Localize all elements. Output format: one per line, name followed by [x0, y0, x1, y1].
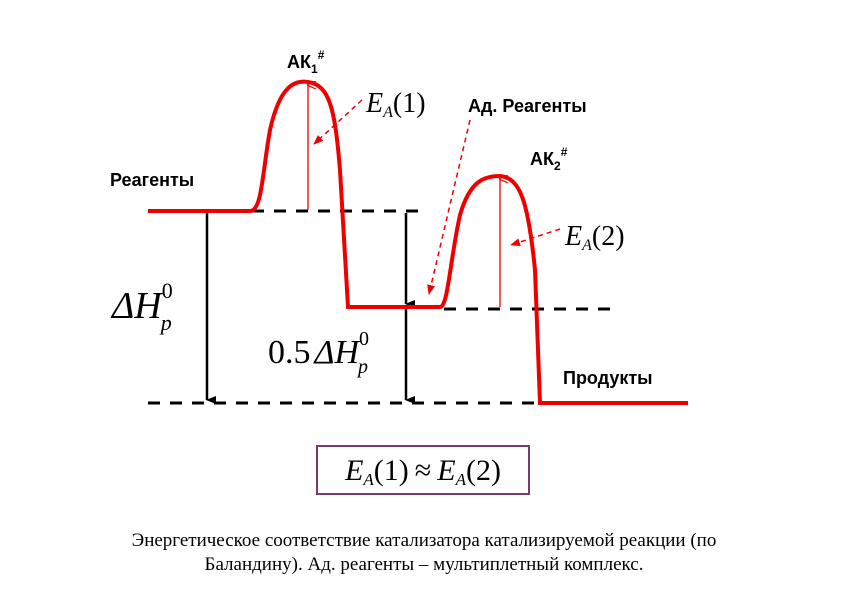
formula-box — [316, 445, 530, 495]
ak1-label: АК1# — [287, 48, 325, 76]
ad-reagents-label: Ад. Реагенты — [468, 96, 587, 116]
caption-line: Энергетическое соответствие катализатора… — [132, 530, 717, 551]
half-dh-label: 0.5 ΔH0 p — [268, 328, 369, 378]
formula: EA(1) ≈ EA(2) — [344, 454, 501, 489]
caption-line: Баландину). Ад. реагенты – мультиплетный… — [205, 554, 644, 575]
dh-label: ΔH0 p — [110, 278, 173, 335]
ea2-label: EA(2) — [564, 221, 625, 254]
activation-arrows — [308, 85, 500, 307]
black-arrows — [205, 213, 415, 404]
ak2-label: АК2# — [530, 145, 568, 173]
pointer-arrows — [313, 99, 561, 295]
reagents-label: Реагенты — [110, 170, 194, 190]
products-label: Продукты — [563, 368, 653, 388]
energy-curve — [148, 79, 688, 405]
dashed-levels — [148, 209, 616, 405]
ea1-label: EA(1) — [365, 88, 426, 121]
